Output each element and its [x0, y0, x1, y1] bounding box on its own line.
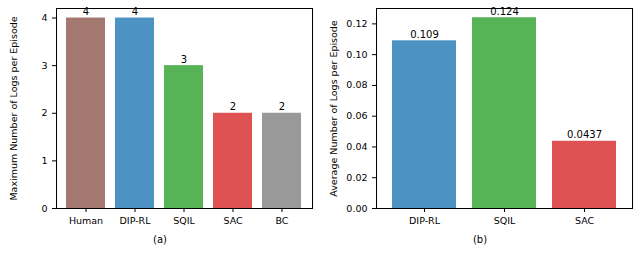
- svg-text:0.06: 0.06: [346, 110, 367, 121]
- svg-text:0.12: 0.12: [346, 18, 367, 29]
- svg-text:SQIL: SQIL: [494, 215, 516, 226]
- svg-text:0.0437: 0.0437: [567, 129, 602, 140]
- svg-text:4: 4: [41, 12, 47, 23]
- svg-text:4: 4: [132, 6, 138, 17]
- svg-text:Average Number of Logs per Epi: Average Number of Logs per Episode: [328, 20, 339, 197]
- svg-text:0: 0: [41, 203, 47, 214]
- svg-text:0.02: 0.02: [346, 172, 367, 183]
- html-text:(b): (b): [472, 234, 488, 245]
- svg-text:0.109: 0.109: [410, 29, 439, 40]
- svg-text:0.10: 0.10: [346, 49, 367, 60]
- svg-text:0.124: 0.124: [490, 6, 519, 17]
- svg-text:Human: Human: [69, 215, 103, 226]
- svg-text:0.00: 0.00: [346, 203, 367, 214]
- svg-text:SAC: SAC: [575, 215, 595, 226]
- svg-text:2: 2: [279, 101, 285, 112]
- svg-text:4: 4: [83, 6, 89, 17]
- svg-text:SAC: SAC: [223, 215, 243, 226]
- html-text:(a): (a): [153, 234, 167, 245]
- svg-text:DIP-RL: DIP-RL: [120, 215, 152, 226]
- svg-text:DIP-RL: DIP-RL: [409, 215, 441, 226]
- svg-text:0.04: 0.04: [346, 141, 367, 152]
- svg-text:0.08: 0.08: [346, 79, 367, 90]
- svg-text:BC: BC: [276, 215, 289, 226]
- svg-text:2: 2: [230, 101, 236, 112]
- svg-text:SQIL: SQIL: [173, 215, 195, 226]
- svg-text:1: 1: [41, 155, 47, 166]
- svg-text:3: 3: [41, 60, 47, 71]
- svg-text:Maximum Number of Logs per Epi: Maximum Number of Logs per Episode: [8, 16, 19, 200]
- svg-text:2: 2: [41, 107, 47, 118]
- svg-text:3: 3: [181, 54, 187, 65]
